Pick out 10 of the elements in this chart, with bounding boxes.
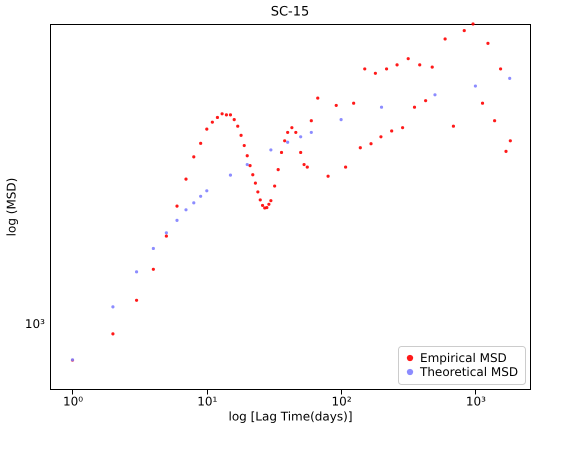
x-tick-label: 10⁰ xyxy=(62,394,84,408)
legend-label: Empirical MSD xyxy=(420,351,507,365)
x-axis-title: log [Lag Time(days)] xyxy=(228,410,352,424)
x-tick-label: 10³ xyxy=(466,394,486,408)
legend-label: Theoretical MSD xyxy=(419,365,518,379)
x-tick-label: 10² xyxy=(332,394,352,408)
x-tick-label: 10¹ xyxy=(197,394,218,408)
y-axis-title: log (MSD) xyxy=(4,178,18,236)
chart-title: SC-15 xyxy=(270,4,310,20)
text: 10³ xyxy=(24,317,46,331)
